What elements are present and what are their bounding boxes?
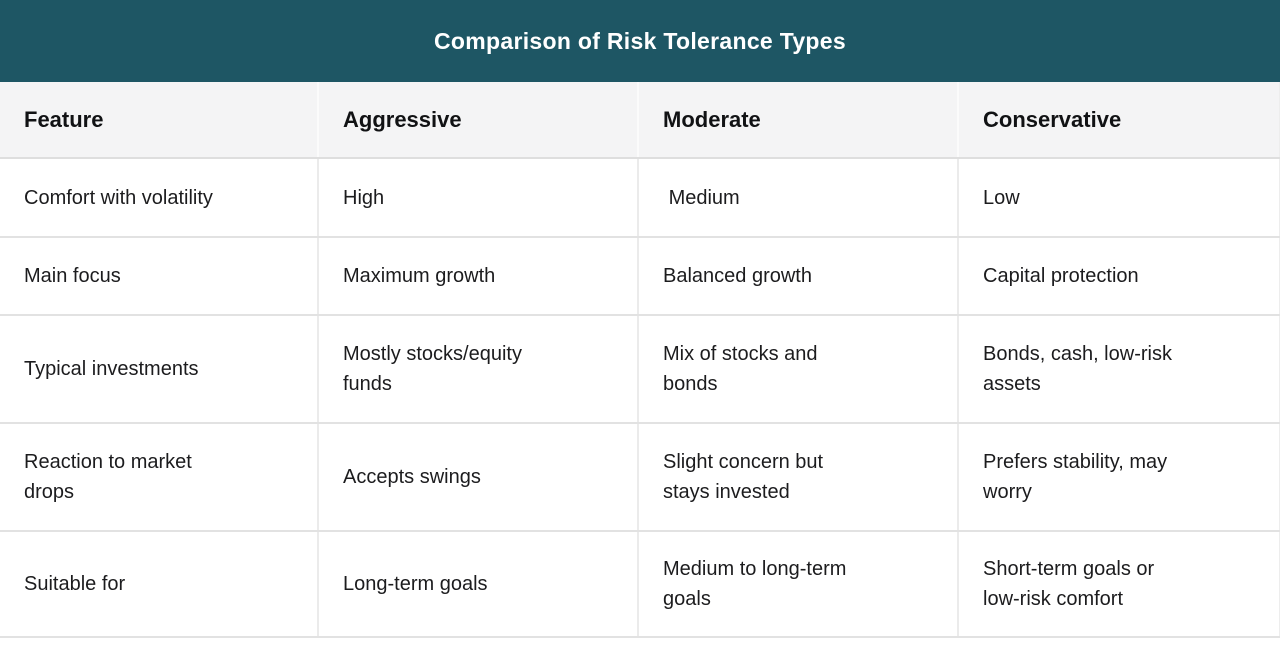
table-row: Reaction to market drops Accepts swings …: [0, 423, 1280, 532]
table-row: Comfort with volatility High Medium Low: [0, 158, 1280, 238]
page-title: Comparison of Risk Tolerance Types: [434, 27, 846, 54]
cell-investments-conservative: Bonds, cash, low-risk assets: [957, 315, 1280, 424]
cell-focus-moderate: Balanced growth: [637, 237, 958, 316]
table-row: Suitable for Long-term goals Medium to l…: [0, 531, 1280, 638]
cell-suitable-feature: Suitable for: [0, 531, 318, 638]
cell-volatility-aggressive: High: [317, 158, 638, 238]
column-header-conservative: Conservative: [957, 82, 1280, 159]
cell-volatility-feature: Comfort with volatility: [0, 158, 318, 238]
cell-reaction-conservative: Prefers stability, may worry: [957, 423, 1280, 532]
table-row: Typical investments Mostly stocks/equity…: [0, 315, 1280, 424]
cell-focus-conservative: Capital protection: [957, 237, 1280, 316]
header-row: Feature Aggressive Moderate Conservative: [0, 82, 1280, 159]
cell-investments-feature: Typical investments: [0, 315, 318, 424]
cell-focus-feature: Main focus: [0, 237, 318, 316]
cell-reaction-feature: Reaction to market drops: [0, 423, 318, 532]
column-header-feature: Feature: [0, 82, 318, 159]
cell-investments-aggressive: Mostly stocks/equity funds: [317, 315, 638, 424]
cell-investments-moderate: Mix of stocks and bonds: [637, 315, 958, 424]
cell-suitable-moderate: Medium to long-term goals: [637, 531, 958, 638]
risk-tolerance-table: Feature Aggressive Moderate Conservative…: [0, 82, 1280, 638]
column-header-moderate: Moderate: [637, 82, 958, 159]
cell-reaction-moderate: Slight concern but stays invested: [637, 423, 958, 532]
cell-focus-aggressive: Maximum growth: [317, 237, 638, 316]
table-row: Main focus Maximum growth Balanced growt…: [0, 237, 1280, 316]
column-header-aggressive: Aggressive: [317, 82, 638, 159]
cell-suitable-aggressive: Long-term goals: [317, 531, 638, 638]
title-bar: Comparison of Risk Tolerance Types: [0, 0, 1280, 82]
cell-volatility-moderate: Medium: [637, 158, 958, 238]
cell-volatility-conservative: Low: [957, 158, 1280, 238]
cell-suitable-conservative: Short-term goals or low-risk comfort: [957, 531, 1280, 638]
cell-reaction-aggressive: Accepts swings: [317, 423, 638, 532]
